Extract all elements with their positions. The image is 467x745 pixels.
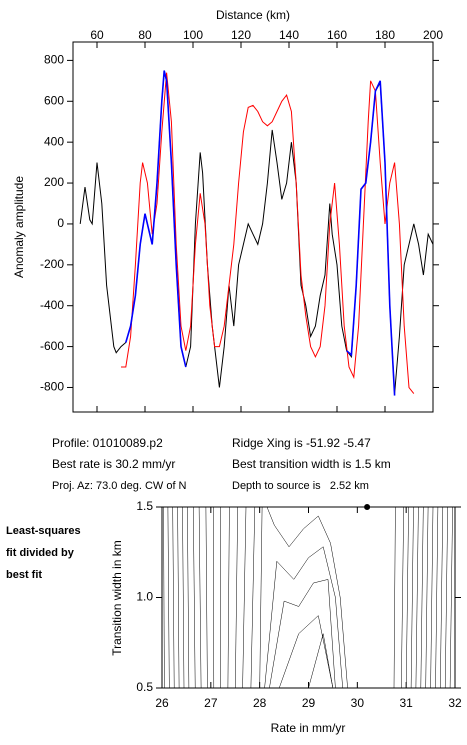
y-tick-label: 1.5 (136, 499, 153, 513)
side-label: Least-squares (6, 525, 81, 537)
x-tick-label: 120 (231, 28, 251, 42)
y-tick-label: 1.0 (136, 590, 153, 604)
contour-line (227, 506, 230, 689)
y-tick-label: -800 (40, 380, 64, 394)
y-tick-label: -200 (40, 257, 64, 271)
contour-line (213, 506, 215, 689)
contour-line (259, 506, 263, 689)
x-tick-label: 200 (423, 28, 443, 42)
y-tick-label: 600 (44, 93, 64, 107)
contour-line (269, 579, 336, 689)
contour-line (405, 506, 409, 689)
contour-line (401, 506, 404, 689)
y-tick-label: 200 (44, 175, 64, 189)
contour-line (242, 506, 247, 689)
contour-line (177, 506, 180, 689)
y-tick-label: 800 (44, 53, 64, 67)
contour-line (266, 506, 348, 689)
side-label: best fit (6, 569, 42, 581)
contour-line (250, 506, 256, 689)
contour-line (430, 506, 434, 689)
contour-line (449, 506, 453, 689)
contour-line (264, 546, 343, 689)
data-line (79, 72, 434, 394)
x-tick-label: 100 (183, 28, 203, 42)
x-tick-label: 60 (90, 28, 104, 42)
contour-line (420, 506, 424, 689)
y-axis-label: Transition width in km (110, 540, 124, 656)
y-tick-label: 0 (57, 216, 64, 230)
y-tick-label: 400 (44, 134, 64, 148)
info: Depth to source is 2.52 km (232, 480, 369, 492)
info: Best transition width is 1.5 km (232, 457, 391, 471)
best-fit-point (364, 504, 371, 510)
contour-line (163, 506, 165, 689)
data-line (125, 70, 396, 396)
contour-line (444, 506, 448, 689)
y-tick-label: -600 (40, 339, 64, 353)
contour-line (415, 506, 419, 689)
info: Profile: 01010089.p2 (52, 436, 163, 450)
x-tick-label: 28 (253, 696, 267, 710)
data-line (121, 72, 415, 394)
contour-line (278, 615, 334, 689)
x-tick-label: 180 (375, 28, 395, 42)
contour-line (393, 506, 396, 689)
x-tick-label: 29 (302, 696, 316, 710)
x-axis-label: Distance (km) (216, 8, 290, 22)
y-tick-label: -400 (40, 298, 64, 312)
x-tick-label: 32 (448, 696, 462, 710)
contour-line (410, 506, 414, 689)
x-axis-label: Rate in mm/yr (271, 721, 346, 735)
contour-line (440, 506, 444, 689)
contour-line (198, 506, 202, 689)
x-tick-label: 80 (138, 28, 152, 42)
contour-line (182, 506, 185, 689)
x-tick-label: 27 (204, 696, 218, 710)
info: Proj. Az: 73.0 deg. CW of N (52, 480, 187, 492)
contour-line (187, 506, 190, 689)
side-label: fit divided by (6, 547, 75, 559)
contour-line (167, 506, 170, 689)
contour-line (235, 506, 238, 689)
info: Ridge Xing is -51.92 -5.47 (232, 436, 371, 450)
x-tick-label: 160 (327, 28, 347, 42)
contour-line (425, 506, 429, 689)
contour-line (308, 633, 334, 689)
x-tick-label: 31 (399, 696, 413, 710)
contour-line (193, 506, 196, 689)
plot-frame (72, 41, 434, 413)
y-axis-label: Anomaly amplitude (12, 176, 26, 278)
contour-line (172, 506, 175, 689)
x-tick-label: 26 (155, 696, 169, 710)
contour-line (205, 506, 208, 689)
x-tick-label: 30 (351, 696, 365, 710)
y-tick-label: 0.5 (136, 680, 153, 694)
contour-line (435, 506, 439, 689)
x-tick-label: 140 (279, 28, 299, 42)
info: Best rate is 30.2 mm/yr (52, 457, 175, 471)
